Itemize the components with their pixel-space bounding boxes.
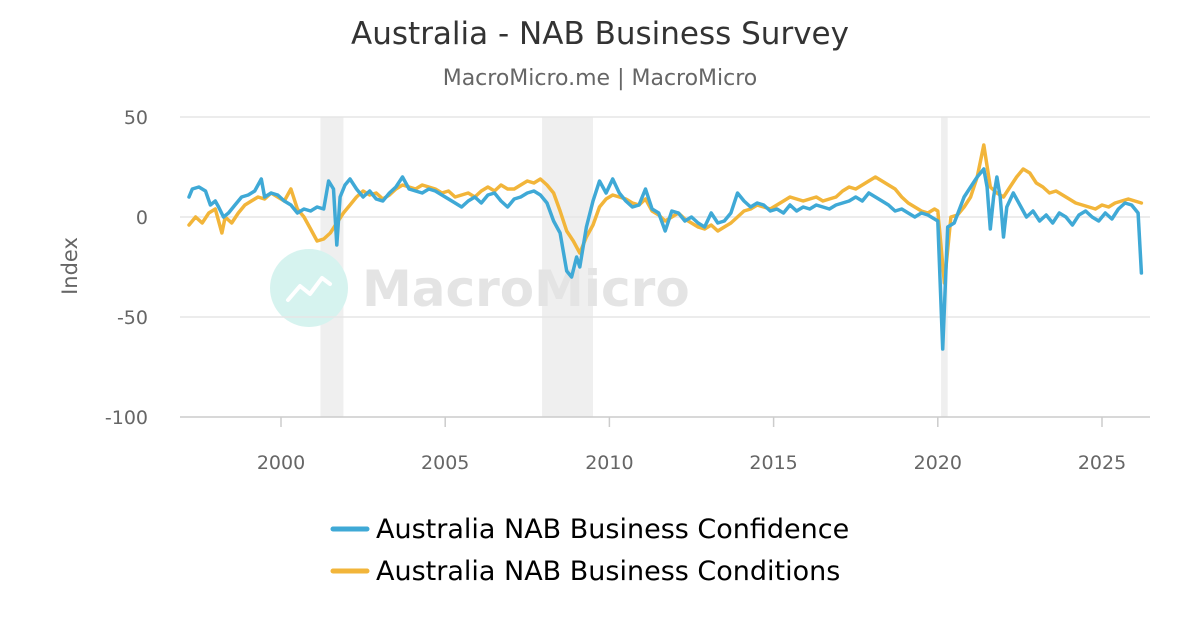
watermark: MacroMicro [270, 249, 690, 327]
legend-item-conditions[interactable]: Australia NAB Business Conditions [330, 556, 840, 587]
watermark-logo-icon [270, 249, 348, 327]
y-axis-title: Index [58, 237, 82, 295]
y-tick-label: -50 [117, 307, 148, 329]
watermark-chart-glyph-icon [286, 276, 332, 302]
y-tick-label: 50 [124, 107, 148, 129]
y-tick-label: 0 [136, 207, 148, 229]
legend[interactable]: Australia NAB Business Confidence Austra… [330, 514, 849, 587]
x-tick-label: 2020 [914, 452, 962, 474]
x-tick-label: 2000 [257, 452, 305, 474]
chart-subtitle: MacroMicro.me | MacroMicro [443, 66, 758, 91]
watermark-text: MacroMicro [362, 260, 690, 318]
legend-label: Australia NAB Business Confidence [376, 514, 849, 545]
y-tick-label: -100 [105, 407, 148, 429]
series-line-confidence[interactable] [187, 167, 1144, 351]
chart-title: Australia - NAB Business Survey [351, 16, 849, 52]
x-tick-label: 2015 [749, 452, 797, 474]
x-tick-label: 2005 [421, 452, 469, 474]
legend-label: Australia NAB Business Conditions [376, 556, 840, 587]
x-tick-label: 2010 [585, 452, 633, 474]
legend-item-confidence[interactable]: Australia NAB Business Confidence [330, 514, 849, 545]
x-tick-label: 2025 [1078, 452, 1126, 474]
series-lines [187, 143, 1144, 351]
y-axis-ticks: 50 0 -50 -100 [105, 107, 148, 429]
series-line-conditions[interactable] [187, 143, 1144, 285]
x-axis-ticks: 2000 2005 2010 2015 2020 2025 [257, 417, 1126, 474]
